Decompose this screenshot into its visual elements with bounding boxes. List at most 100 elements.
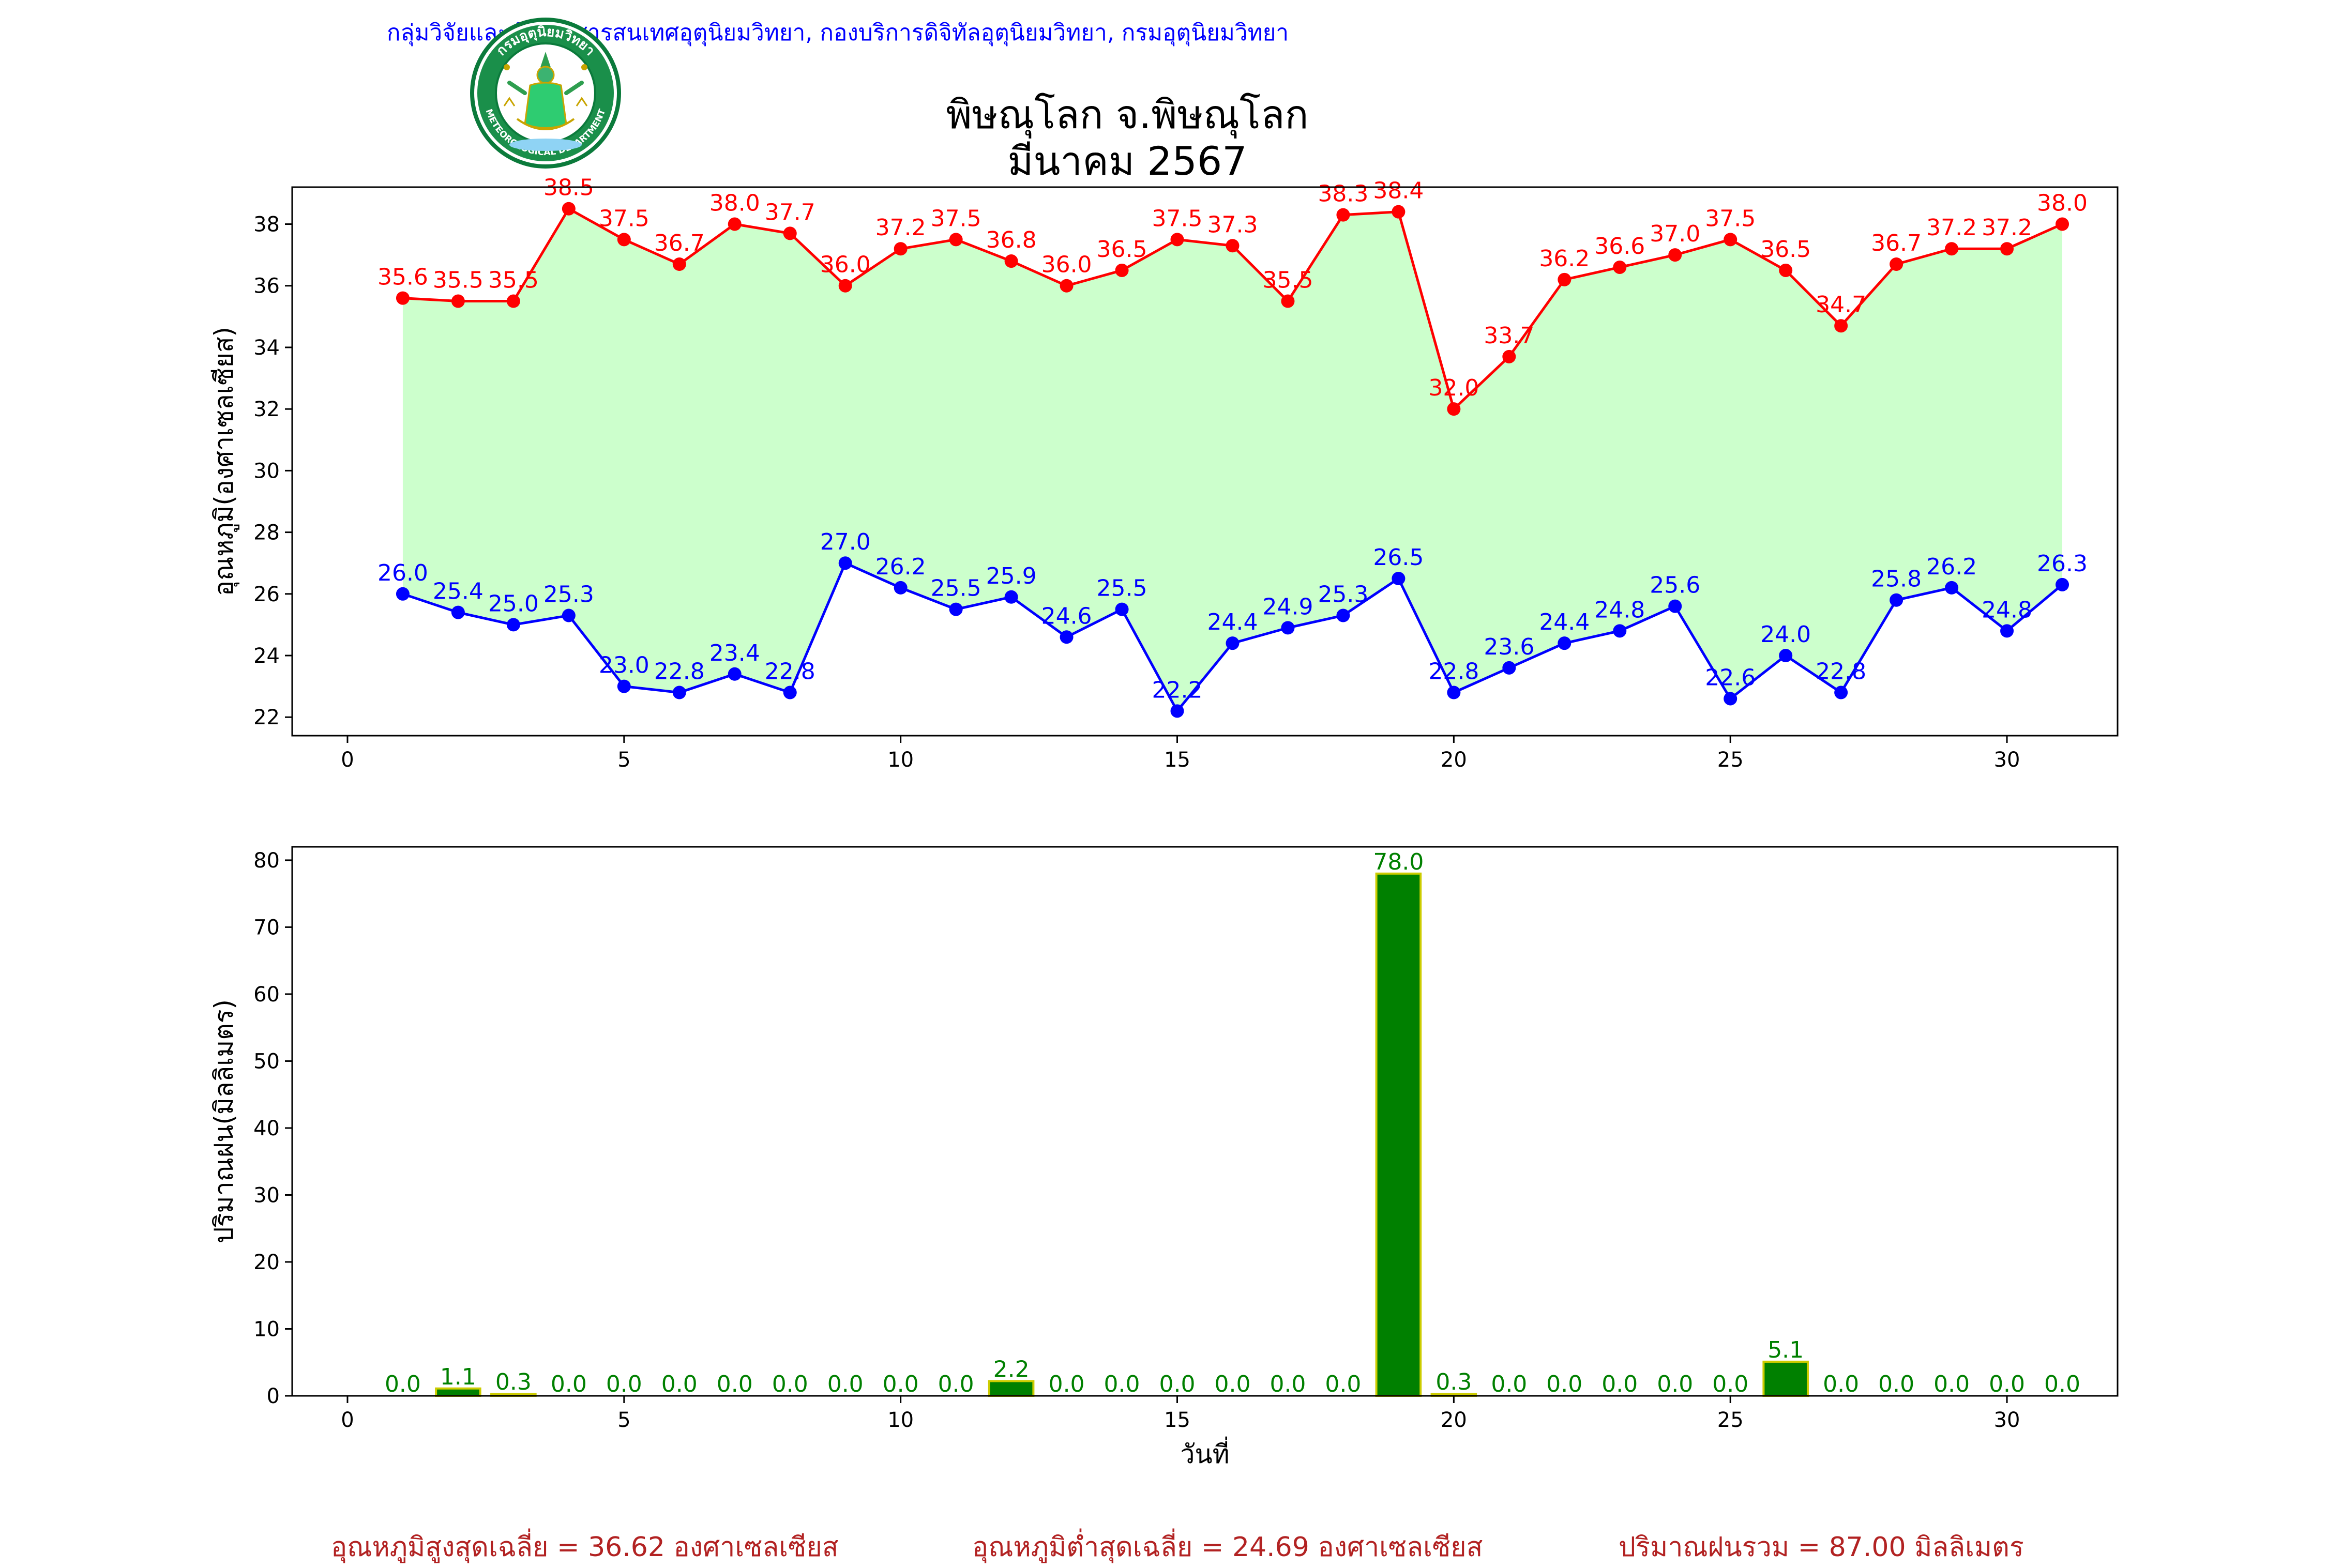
max-temperature-point bbox=[1060, 279, 1074, 293]
max-temperature-point bbox=[1779, 263, 1793, 277]
max-temperature-label: 36.6 bbox=[1594, 233, 1645, 260]
rainfall-label: 0.0 bbox=[1325, 1371, 1361, 1397]
max-temperature-label: 37.2 bbox=[1982, 215, 2032, 241]
max-temperature-point bbox=[1613, 260, 1627, 274]
y-tick-label: 80 bbox=[253, 849, 280, 873]
rainfall-label: 0.0 bbox=[1159, 1371, 1196, 1397]
rainfall-label: 0.0 bbox=[551, 1371, 587, 1397]
max-temperature-label: 36.5 bbox=[1760, 236, 1811, 263]
max-temperature-point bbox=[1226, 239, 1240, 253]
rainfall-label: 0.3 bbox=[495, 1369, 532, 1395]
max-temperature-label: 36.7 bbox=[654, 230, 705, 256]
x-axis-label: วันที่ bbox=[1180, 1437, 1229, 1469]
rainfall-label: 0.0 bbox=[938, 1371, 974, 1397]
x-tick-label: 20 bbox=[1441, 1408, 1467, 1432]
rainfall-label: 0.0 bbox=[1214, 1371, 1250, 1397]
min-temperature-point bbox=[562, 608, 576, 622]
max-temperature-point bbox=[1945, 242, 1959, 256]
y-tick-label: 32 bbox=[253, 398, 280, 421]
rainfall-label: 0.0 bbox=[2044, 1371, 2080, 1397]
max-temperature-label: 36.5 bbox=[1097, 236, 1147, 263]
max-temperature-point bbox=[838, 279, 852, 293]
min-temperature-point bbox=[1558, 636, 1572, 650]
max-temperature-point bbox=[2056, 217, 2069, 231]
min-temperature-label: 25.3 bbox=[1318, 582, 1368, 608]
max-temperature-point bbox=[1502, 349, 1516, 363]
y-tick-label: 34 bbox=[253, 336, 280, 360]
min-temperature-label: 23.6 bbox=[1484, 634, 1534, 660]
min-temperature-label: 22.8 bbox=[765, 659, 815, 685]
min-temperature-label: 22.6 bbox=[1705, 664, 1756, 691]
y-tick-label: 20 bbox=[253, 1251, 280, 1274]
rainfall-label: 0.0 bbox=[883, 1371, 919, 1397]
x-tick-label: 10 bbox=[887, 1408, 914, 1432]
rainfall-label: 1.1 bbox=[440, 1364, 476, 1390]
rainfall-label: 0.0 bbox=[1601, 1371, 1638, 1397]
rainfall-label: 0.0 bbox=[827, 1371, 864, 1397]
rainfall-label: 5.1 bbox=[1767, 1337, 1804, 1363]
min-temperature-label: 25.9 bbox=[986, 563, 1037, 589]
y-tick-label: 0 bbox=[267, 1384, 280, 1408]
min-temperature-label: 25.8 bbox=[1871, 566, 1922, 592]
max-temperature-point bbox=[396, 291, 410, 305]
max-temperature-point bbox=[1724, 233, 1737, 247]
min-temperature-point bbox=[728, 667, 742, 681]
x-tick-label: 30 bbox=[1994, 748, 2020, 772]
max-temperature-label: 37.3 bbox=[1207, 211, 1258, 238]
rainfall-label: 0.0 bbox=[1491, 1371, 1527, 1397]
max-temperature-point bbox=[1004, 254, 1018, 268]
rainfall-label: 0.0 bbox=[1823, 1371, 1859, 1397]
meteorological-department-logo: กรมอุตุนิยมวิทยา METEOROLOGICAL DEPARTME… bbox=[470, 18, 621, 169]
max-temperature-label: 34.7 bbox=[1816, 292, 1866, 318]
x-tick-label: 10 bbox=[887, 748, 914, 772]
min-temperature-label: 24.0 bbox=[1760, 621, 1811, 648]
rainfall-label: 0.0 bbox=[772, 1371, 808, 1397]
temperature-y-axis-label: อุณหภูมิ(องศาเซลเซียส) bbox=[209, 327, 239, 596]
min-temperature-point bbox=[1502, 661, 1516, 675]
max-temperature-label: 37.5 bbox=[931, 205, 981, 232]
rainfall-bar bbox=[1375, 872, 1422, 1397]
min-temperature-point bbox=[1668, 599, 1682, 613]
rainfall-label: 0.0 bbox=[1933, 1371, 1970, 1397]
rainfall-label: 0.0 bbox=[661, 1371, 698, 1397]
y-tick-label: 36 bbox=[253, 275, 280, 298]
chart-title-station: พิษณุโลก จ.พิษณุโลก bbox=[946, 92, 1309, 138]
footer-average-max-temperature: อุณหภูมิสูงสุดเฉลี่ย = 36.62 องศาเซลเซีย… bbox=[331, 1532, 839, 1563]
min-temperature-point bbox=[1281, 621, 1295, 635]
max-temperature-point bbox=[894, 242, 908, 256]
min-temperature-label: 23.4 bbox=[709, 640, 760, 666]
max-temperature-label: 36.0 bbox=[1041, 252, 1092, 278]
max-temperature-label: 38.4 bbox=[1373, 178, 1424, 204]
y-tick-label: 30 bbox=[253, 1183, 280, 1207]
min-temperature-point bbox=[1779, 649, 1793, 663]
min-temperature-label: 25.0 bbox=[488, 590, 539, 617]
rainfall-label: 0.3 bbox=[1436, 1369, 1472, 1395]
min-temperature-label: 22.8 bbox=[1428, 659, 1479, 685]
max-temperature-point bbox=[1281, 294, 1295, 308]
min-temperature-label: 26.2 bbox=[875, 554, 926, 580]
max-temperature-label: 36.7 bbox=[1871, 230, 1922, 256]
rainfall-bar bbox=[988, 1380, 1035, 1397]
min-temperature-point bbox=[672, 686, 686, 699]
max-temperature-point bbox=[949, 233, 963, 247]
max-temperature-label: 35.5 bbox=[1262, 267, 1313, 294]
temperature-range-fill bbox=[402, 208, 2063, 711]
min-temperature-point bbox=[1724, 692, 1737, 706]
max-temperature-label: 35.5 bbox=[488, 267, 539, 294]
min-temperature-point bbox=[1392, 572, 1406, 586]
rainfall-label: 0.0 bbox=[385, 1371, 421, 1397]
y-tick-label: 50 bbox=[253, 1049, 280, 1073]
min-temperature-point bbox=[1447, 686, 1461, 699]
min-temperature-point bbox=[2000, 624, 2014, 638]
max-temperature-point bbox=[1834, 319, 1848, 333]
max-temperature-label: 37.5 bbox=[599, 205, 649, 232]
max-temperature-label: 36.2 bbox=[1539, 246, 1590, 272]
y-tick-label: 26 bbox=[253, 583, 280, 606]
temperature-plot-frame bbox=[291, 186, 2119, 737]
max-temperature-point bbox=[1447, 402, 1461, 416]
y-tick-label: 40 bbox=[253, 1117, 280, 1140]
y-tick-label: 28 bbox=[253, 521, 280, 545]
max-temperature-point bbox=[1336, 208, 1350, 222]
min-temperature-point bbox=[1170, 704, 1184, 718]
min-temperature-label: 24.9 bbox=[1262, 593, 1313, 620]
